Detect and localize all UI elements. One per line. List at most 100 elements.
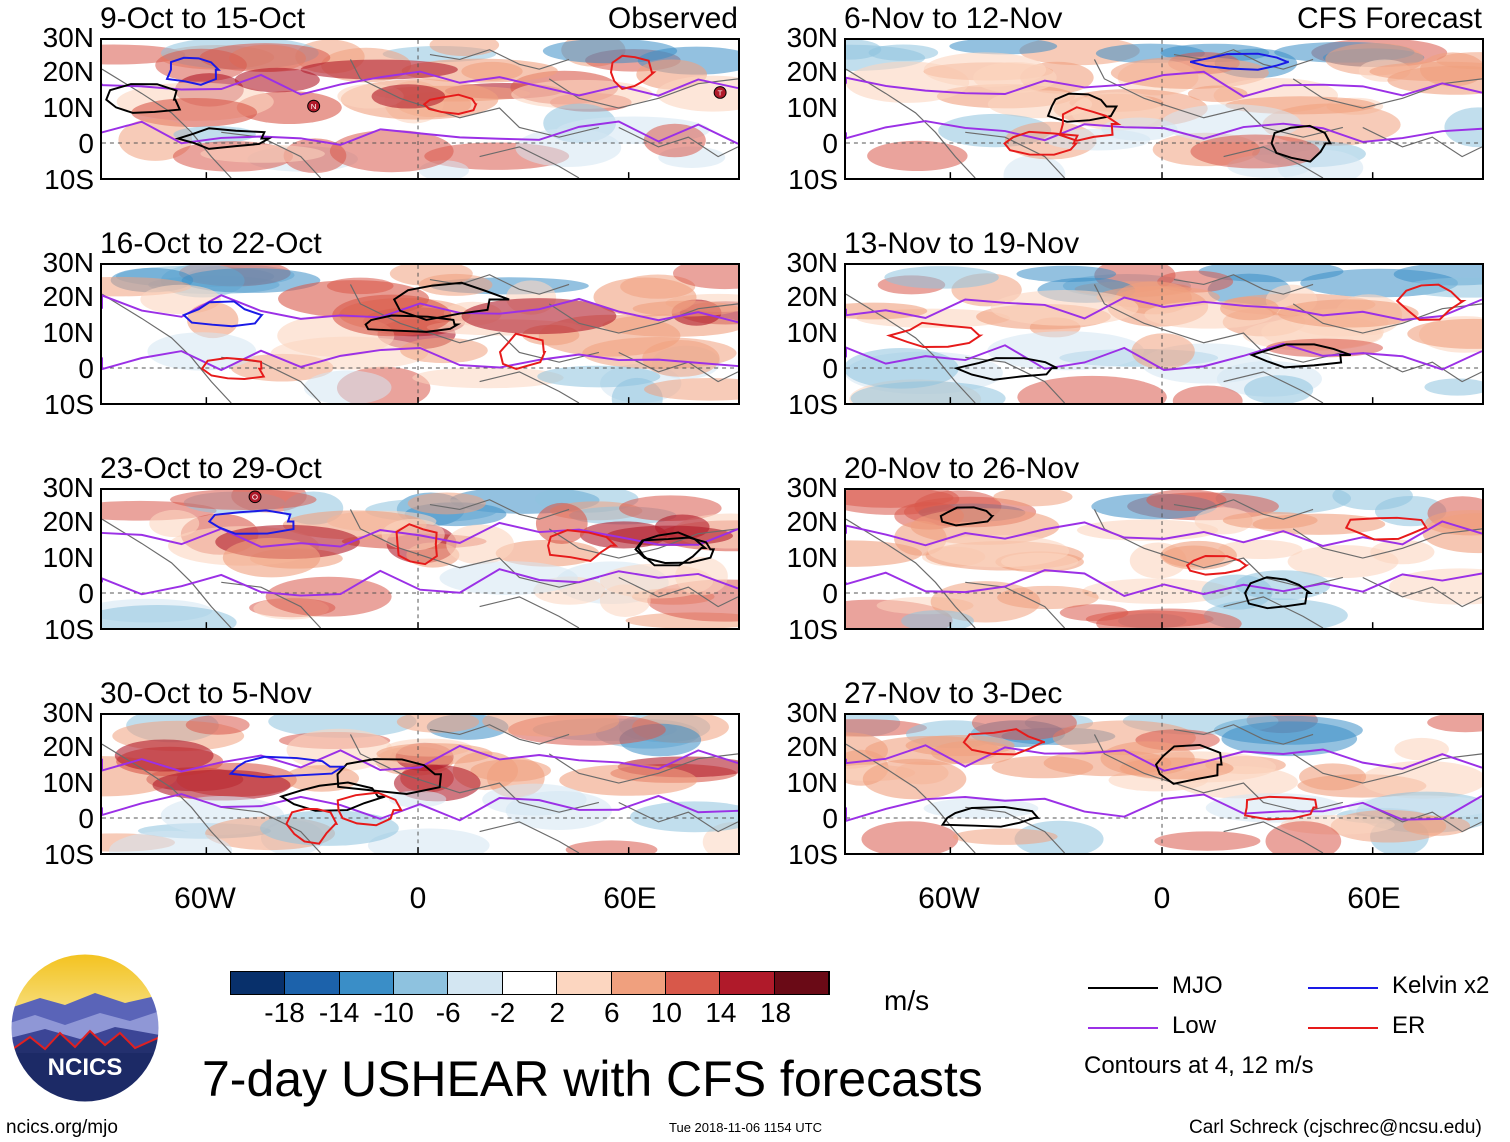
colorbar-swatch <box>665 972 721 994</box>
storm-marker-icon: N <box>307 99 321 113</box>
mjo-contour <box>392 281 510 321</box>
mjo-contour <box>1249 343 1352 369</box>
shear-field <box>846 265 1482 403</box>
shear-map <box>844 488 1484 630</box>
shear-map <box>844 263 1484 405</box>
lat-label: 10N <box>42 317 94 348</box>
low-contour <box>102 793 738 822</box>
mjo-contour <box>634 536 716 564</box>
lat-label: 0 <box>822 803 838 834</box>
lat-label: 0 <box>78 803 94 834</box>
mjo-contour <box>364 314 462 333</box>
lat-label: 10S <box>788 839 838 870</box>
lat-label: 30N <box>786 247 838 278</box>
kelvin-contour <box>1189 52 1290 71</box>
low-contour <box>846 569 1482 597</box>
lat-label: 10N <box>786 317 838 348</box>
lat-label: 20N <box>42 281 94 312</box>
mjo-contour <box>174 127 273 150</box>
legend-line <box>1088 987 1158 989</box>
colorbar-swatch <box>448 972 503 994</box>
lon-label: 0 <box>409 882 427 915</box>
colorbar-tick: 14 <box>705 997 737 1028</box>
low-contour <box>102 120 738 146</box>
colorbar-tick: -18 <box>264 997 305 1028</box>
legend-label: Low <box>1172 1012 1217 1039</box>
ncics-logo: NCICS <box>10 953 160 1103</box>
svg-text:T: T <box>718 88 723 97</box>
shear-field: O <box>102 490 738 628</box>
mjo-contour <box>1244 576 1314 610</box>
colorbar-swatch <box>557 972 612 994</box>
kelvin-contour <box>228 755 347 779</box>
low-contour <box>846 70 1482 98</box>
lat-label: 10S <box>44 839 94 870</box>
shear-map <box>844 713 1484 855</box>
er-contour <box>1344 516 1429 541</box>
mjo-contour <box>1154 743 1223 785</box>
panel-title: 27-Nov to 3-Dec <box>844 677 1063 710</box>
url-text: ncics.org/mjo <box>6 1117 118 1138</box>
mjo-contour <box>1046 92 1119 123</box>
shear-map <box>100 713 740 855</box>
lat-label: 0 <box>78 578 94 609</box>
panel-title: 30-Oct to 5-Nov <box>100 677 312 710</box>
legend-line <box>1088 1027 1158 1029</box>
lat-label: 10S <box>44 164 94 195</box>
lat-label: 0 <box>78 128 94 159</box>
mjo-contour <box>939 506 995 527</box>
low-contour <box>846 793 1482 822</box>
lat-label: 10N <box>786 767 838 798</box>
legend-label: MJO <box>1172 972 1223 999</box>
observed-label: Observed <box>607 2 738 35</box>
kelvin-contour <box>207 509 295 535</box>
logo-text: NCICS <box>48 1054 123 1081</box>
er-contour <box>1003 130 1079 156</box>
lat-label: 0 <box>822 353 838 384</box>
panel-title: 9-Oct to 15-Oct <box>100 2 306 35</box>
low-contour <box>846 120 1482 143</box>
low-contour <box>846 342 1482 371</box>
lat-label: 20N <box>786 281 838 312</box>
er-contour <box>609 54 657 91</box>
er-contour <box>1185 555 1250 576</box>
lat-label: 10N <box>42 542 94 573</box>
low-contour <box>846 296 1482 321</box>
svg-text:N: N <box>311 102 317 111</box>
low-contour <box>102 347 738 372</box>
colorbar-tick: -10 <box>373 997 414 1028</box>
lon-label: 60E <box>603 882 657 915</box>
er-contour <box>962 728 1046 756</box>
colorbar-swatch <box>720 972 775 994</box>
lon-label: 60W <box>174 882 236 915</box>
storm-marker-icon: T <box>713 86 727 99</box>
legend: MJO Kelvin x2 Low ER Contours at 4, 12 m/s <box>1080 970 1510 1080</box>
colorbar-tick: 10 <box>650 997 682 1028</box>
low-contour <box>102 568 738 597</box>
shear-field <box>102 715 738 853</box>
lat-label: 10S <box>788 164 838 195</box>
er-contour <box>886 321 984 348</box>
lat-label: 10N <box>42 92 94 123</box>
panel-title: 23-Oct to 29-Oct <box>100 452 322 485</box>
shear-field: NT <box>102 40 738 178</box>
lat-label: 10S <box>788 389 838 420</box>
lat-label: 10N <box>786 92 838 123</box>
colorbar-swatch <box>231 972 286 994</box>
colorbar-units: m/s <box>884 985 930 1016</box>
er-contour <box>285 807 339 845</box>
shear-field <box>102 265 738 403</box>
colorbar-tick: 18 <box>759 997 792 1028</box>
lat-label: 30N <box>786 22 838 53</box>
er-contour <box>1243 795 1318 821</box>
lat-label: 0 <box>822 128 838 159</box>
er-contour <box>200 357 266 380</box>
shear-field <box>846 715 1482 853</box>
er-contour <box>336 791 403 827</box>
main-title: 7-day USHEAR with CFS forecasts <box>202 1051 983 1107</box>
forecast-label: CFS Forecast <box>1296 2 1482 35</box>
lat-label: 20N <box>786 56 838 87</box>
colorbar-tick: -2 <box>490 997 516 1028</box>
shear-field <box>846 40 1482 178</box>
